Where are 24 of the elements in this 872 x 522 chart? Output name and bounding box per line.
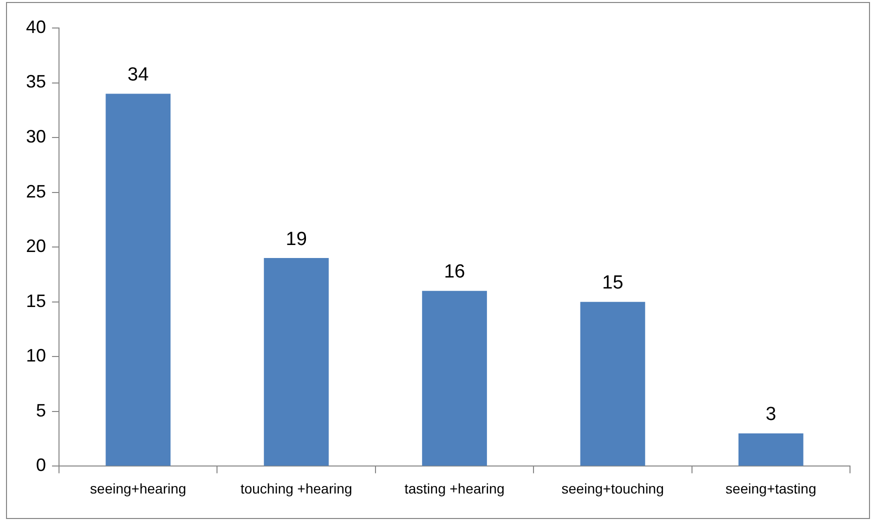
x-tick-label: seeing+hearing [90, 480, 186, 496]
y-tick-label: 40 [26, 16, 46, 37]
data-label: 16 [444, 262, 466, 283]
bar [106, 94, 171, 466]
x-tick-label: seeing+touching [562, 480, 664, 496]
bar [264, 258, 329, 466]
y-tick-label: 30 [26, 126, 46, 147]
data-label: 3 [766, 404, 776, 426]
y-tick-label: 25 [26, 181, 46, 202]
x-tick-label: seeing+tasting [726, 480, 816, 496]
y-tick-label: 15 [26, 290, 46, 311]
y-tick-label: 10 [26, 346, 46, 366]
data-label: 19 [286, 228, 307, 250]
data-label: 15 [602, 272, 624, 294]
y-tick-label: 0 [36, 455, 46, 476]
bar [738, 433, 804, 466]
x-tick-label: touching +hearing [240, 480, 352, 496]
y-tick-label: 35 [26, 72, 46, 92]
data-label: 34 [128, 64, 150, 86]
bar [580, 302, 646, 466]
y-tick-label: 5 [36, 400, 46, 420]
x-tick-label: tasting +hearing [404, 480, 505, 496]
y-tick-label: 20 [26, 236, 46, 256]
bar [422, 290, 487, 466]
